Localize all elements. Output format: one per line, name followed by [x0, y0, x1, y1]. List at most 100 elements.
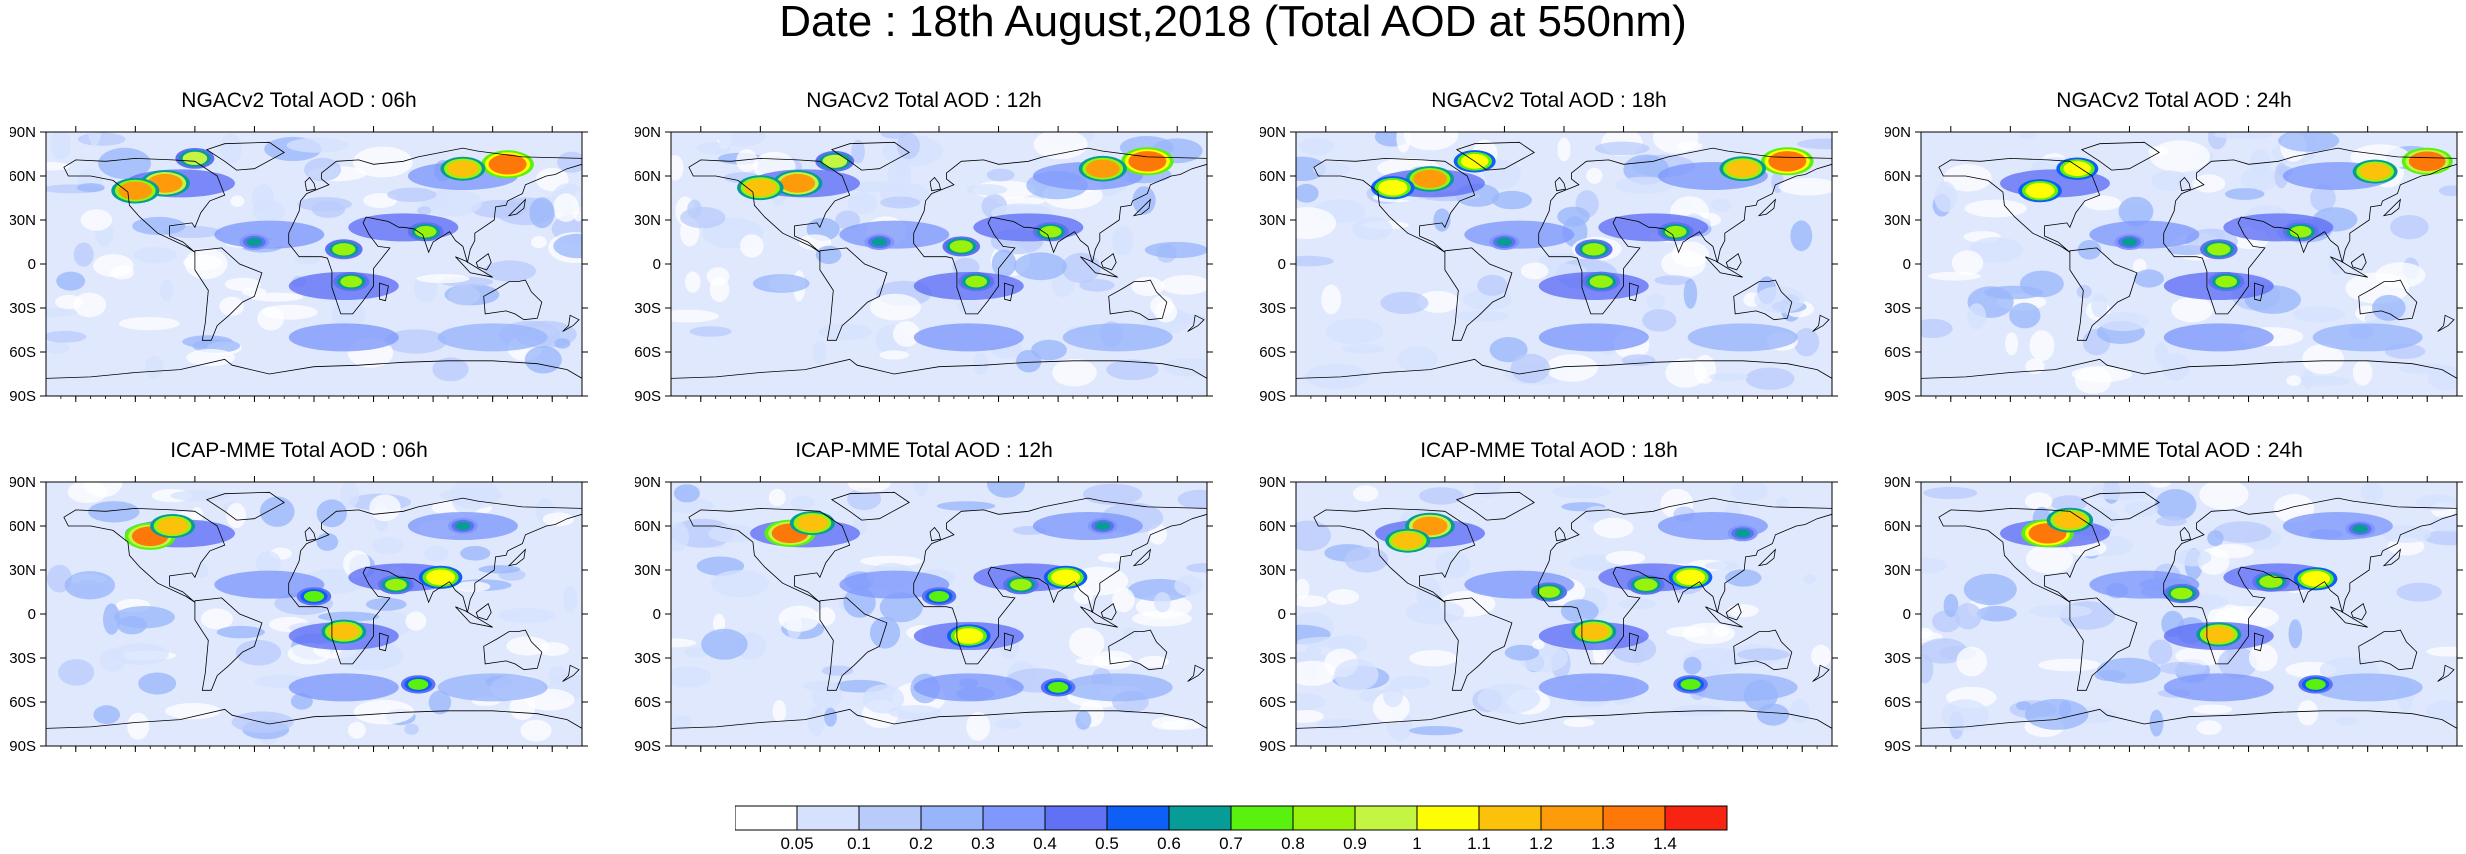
- aod-field-blob: [2224, 188, 2265, 200]
- aod-field-blob: [879, 350, 910, 360]
- aod-plume: [1086, 159, 1120, 178]
- south-america-coastline: [2069, 597, 2138, 691]
- aod-field-blob: [869, 616, 901, 649]
- colorbar-swatch: [1478, 805, 1542, 831]
- antarctica-coastline: [1296, 358, 1832, 379]
- aod-field-blob: [1921, 654, 1934, 684]
- north-america-coastline: [688, 157, 851, 253]
- aod-field-blob: [821, 665, 854, 676]
- aod-field-blob: [2415, 494, 2457, 511]
- y-tick-label: 30N: [635, 562, 661, 579]
- colorbar-label: 1: [1412, 834, 1421, 851]
- aod-field-blob: [1775, 497, 1790, 507]
- aod-plume: [328, 623, 360, 640]
- aod-field-blob: [2302, 343, 2344, 375]
- aod-field-blob: [701, 628, 748, 660]
- y-tick-label: 30N: [1260, 212, 1286, 229]
- aod-field-blob: [824, 707, 837, 727]
- map-panel: ICAP-MME Total AOD : 18h160W120W80W40W04…: [1260, 438, 1838, 758]
- aod-field-blob: [98, 147, 151, 179]
- y-tick-label: 90N: [635, 474, 661, 491]
- uk-coastline: [1554, 176, 1566, 192]
- aod-field-blob: [1397, 346, 1438, 372]
- aod-plume: [1392, 532, 1423, 549]
- aod-field-blob: [1138, 655, 1169, 668]
- indonesia-coastline: [1705, 256, 1743, 278]
- colorbar-label: 1.3: [1591, 834, 1615, 851]
- eurasia-africa-coastline: [913, 147, 1207, 315]
- aod-field-blob: [2278, 132, 2340, 152]
- aod-field-blob: [483, 260, 536, 282]
- aod-field-blob: [2375, 262, 2426, 288]
- y-tick-label: 0: [1903, 606, 1911, 623]
- aod-field-blob: [387, 187, 437, 202]
- aod-field-blob: [1144, 241, 1207, 259]
- aod-field-blob: [1433, 208, 1451, 232]
- aod-field-blob: [1730, 482, 1768, 502]
- colorbar-swatch: [1664, 805, 1728, 831]
- aod-belt: [214, 570, 325, 599]
- aod-field-blob: [1177, 489, 1207, 510]
- aod-field-blob: [1418, 487, 1464, 505]
- aod-belt: [2089, 220, 2200, 249]
- y-tick-label: 60S: [635, 344, 661, 361]
- aod-field-blob: [768, 488, 786, 507]
- aod-field-blob: [286, 137, 349, 153]
- aod-plume: [2053, 511, 2086, 529]
- aod-field-blob: [2148, 146, 2169, 157]
- aod-field-blob: [1341, 344, 1386, 354]
- aod-field-blob: [1803, 574, 1816, 585]
- aod-field-blob: [1790, 220, 1813, 252]
- aod-field-blob: [1405, 600, 1465, 625]
- main-title: Date : 18th August,2018 (Total AOD at 55…: [779, 0, 1687, 46]
- aod-field-blob: [2076, 284, 2092, 299]
- south-america-coastline: [194, 247, 263, 341]
- aod-field-blob: [2009, 302, 2041, 329]
- aod-field-blob: [2025, 698, 2089, 730]
- aod-field-blob: [2016, 701, 2032, 711]
- aod-field-blob: [2310, 184, 2336, 212]
- aod-field-blob: [1921, 627, 1933, 639]
- aod-field-blob: [986, 168, 1015, 182]
- aod-field-blob: [340, 482, 359, 509]
- aod-field-blob: [405, 611, 427, 631]
- aod-plume: [1664, 225, 1687, 238]
- aod-field-blob: [2158, 661, 2207, 675]
- aod-field-blob: [1797, 138, 1832, 150]
- greenland-coastline: [205, 491, 285, 521]
- antarctica-coastline: [46, 708, 582, 729]
- aod-field-blob: [224, 277, 261, 291]
- colorbar-swatch: [1540, 805, 1604, 831]
- borneo-coastline: [475, 253, 492, 271]
- indonesia-coastline: [2330, 606, 2368, 628]
- aod-field-blob: [416, 274, 470, 284]
- aod-field-blob: [77, 132, 126, 146]
- aod-field-blob: [671, 309, 719, 323]
- y-tick-label: 60N: [635, 168, 661, 185]
- y-tick-label: 90N: [635, 124, 661, 141]
- aod-field-blob: [1296, 183, 1319, 203]
- panel-title: ICAP-MME Total AOD : 06h: [170, 439, 428, 462]
- aod-field-blob: [1489, 337, 1528, 363]
- aod-field-blob: [2154, 489, 2197, 521]
- aod-field-blob: [531, 236, 547, 249]
- new-zealand-coastline: [1812, 664, 1830, 682]
- aod-plume: [2352, 524, 2368, 534]
- aod-field-blob: [1344, 546, 1389, 573]
- aod-field-blob: [404, 723, 419, 735]
- aod-plume: [2203, 626, 2235, 643]
- south-america-coastline: [1444, 597, 1513, 691]
- aod-field-blob: [460, 546, 491, 561]
- aod-field-blob: [563, 585, 578, 613]
- map-panel: ICAP-MME Total AOD : 12h160W120W80W40W04…: [635, 438, 1213, 758]
- aod-field-blob: [995, 718, 1022, 729]
- aod-plume: [1496, 237, 1513, 247]
- aod-field-blob: [673, 484, 700, 503]
- colorbar-swatch: [1416, 805, 1480, 831]
- new-zealand-coastline: [1187, 664, 1205, 682]
- aod-field-blob: [1793, 328, 1820, 357]
- aod-field-blob: [2029, 330, 2055, 362]
- y-tick-label: 0: [653, 256, 661, 273]
- colorbar-swatch: [735, 805, 798, 831]
- aod-field-blob: [219, 133, 242, 164]
